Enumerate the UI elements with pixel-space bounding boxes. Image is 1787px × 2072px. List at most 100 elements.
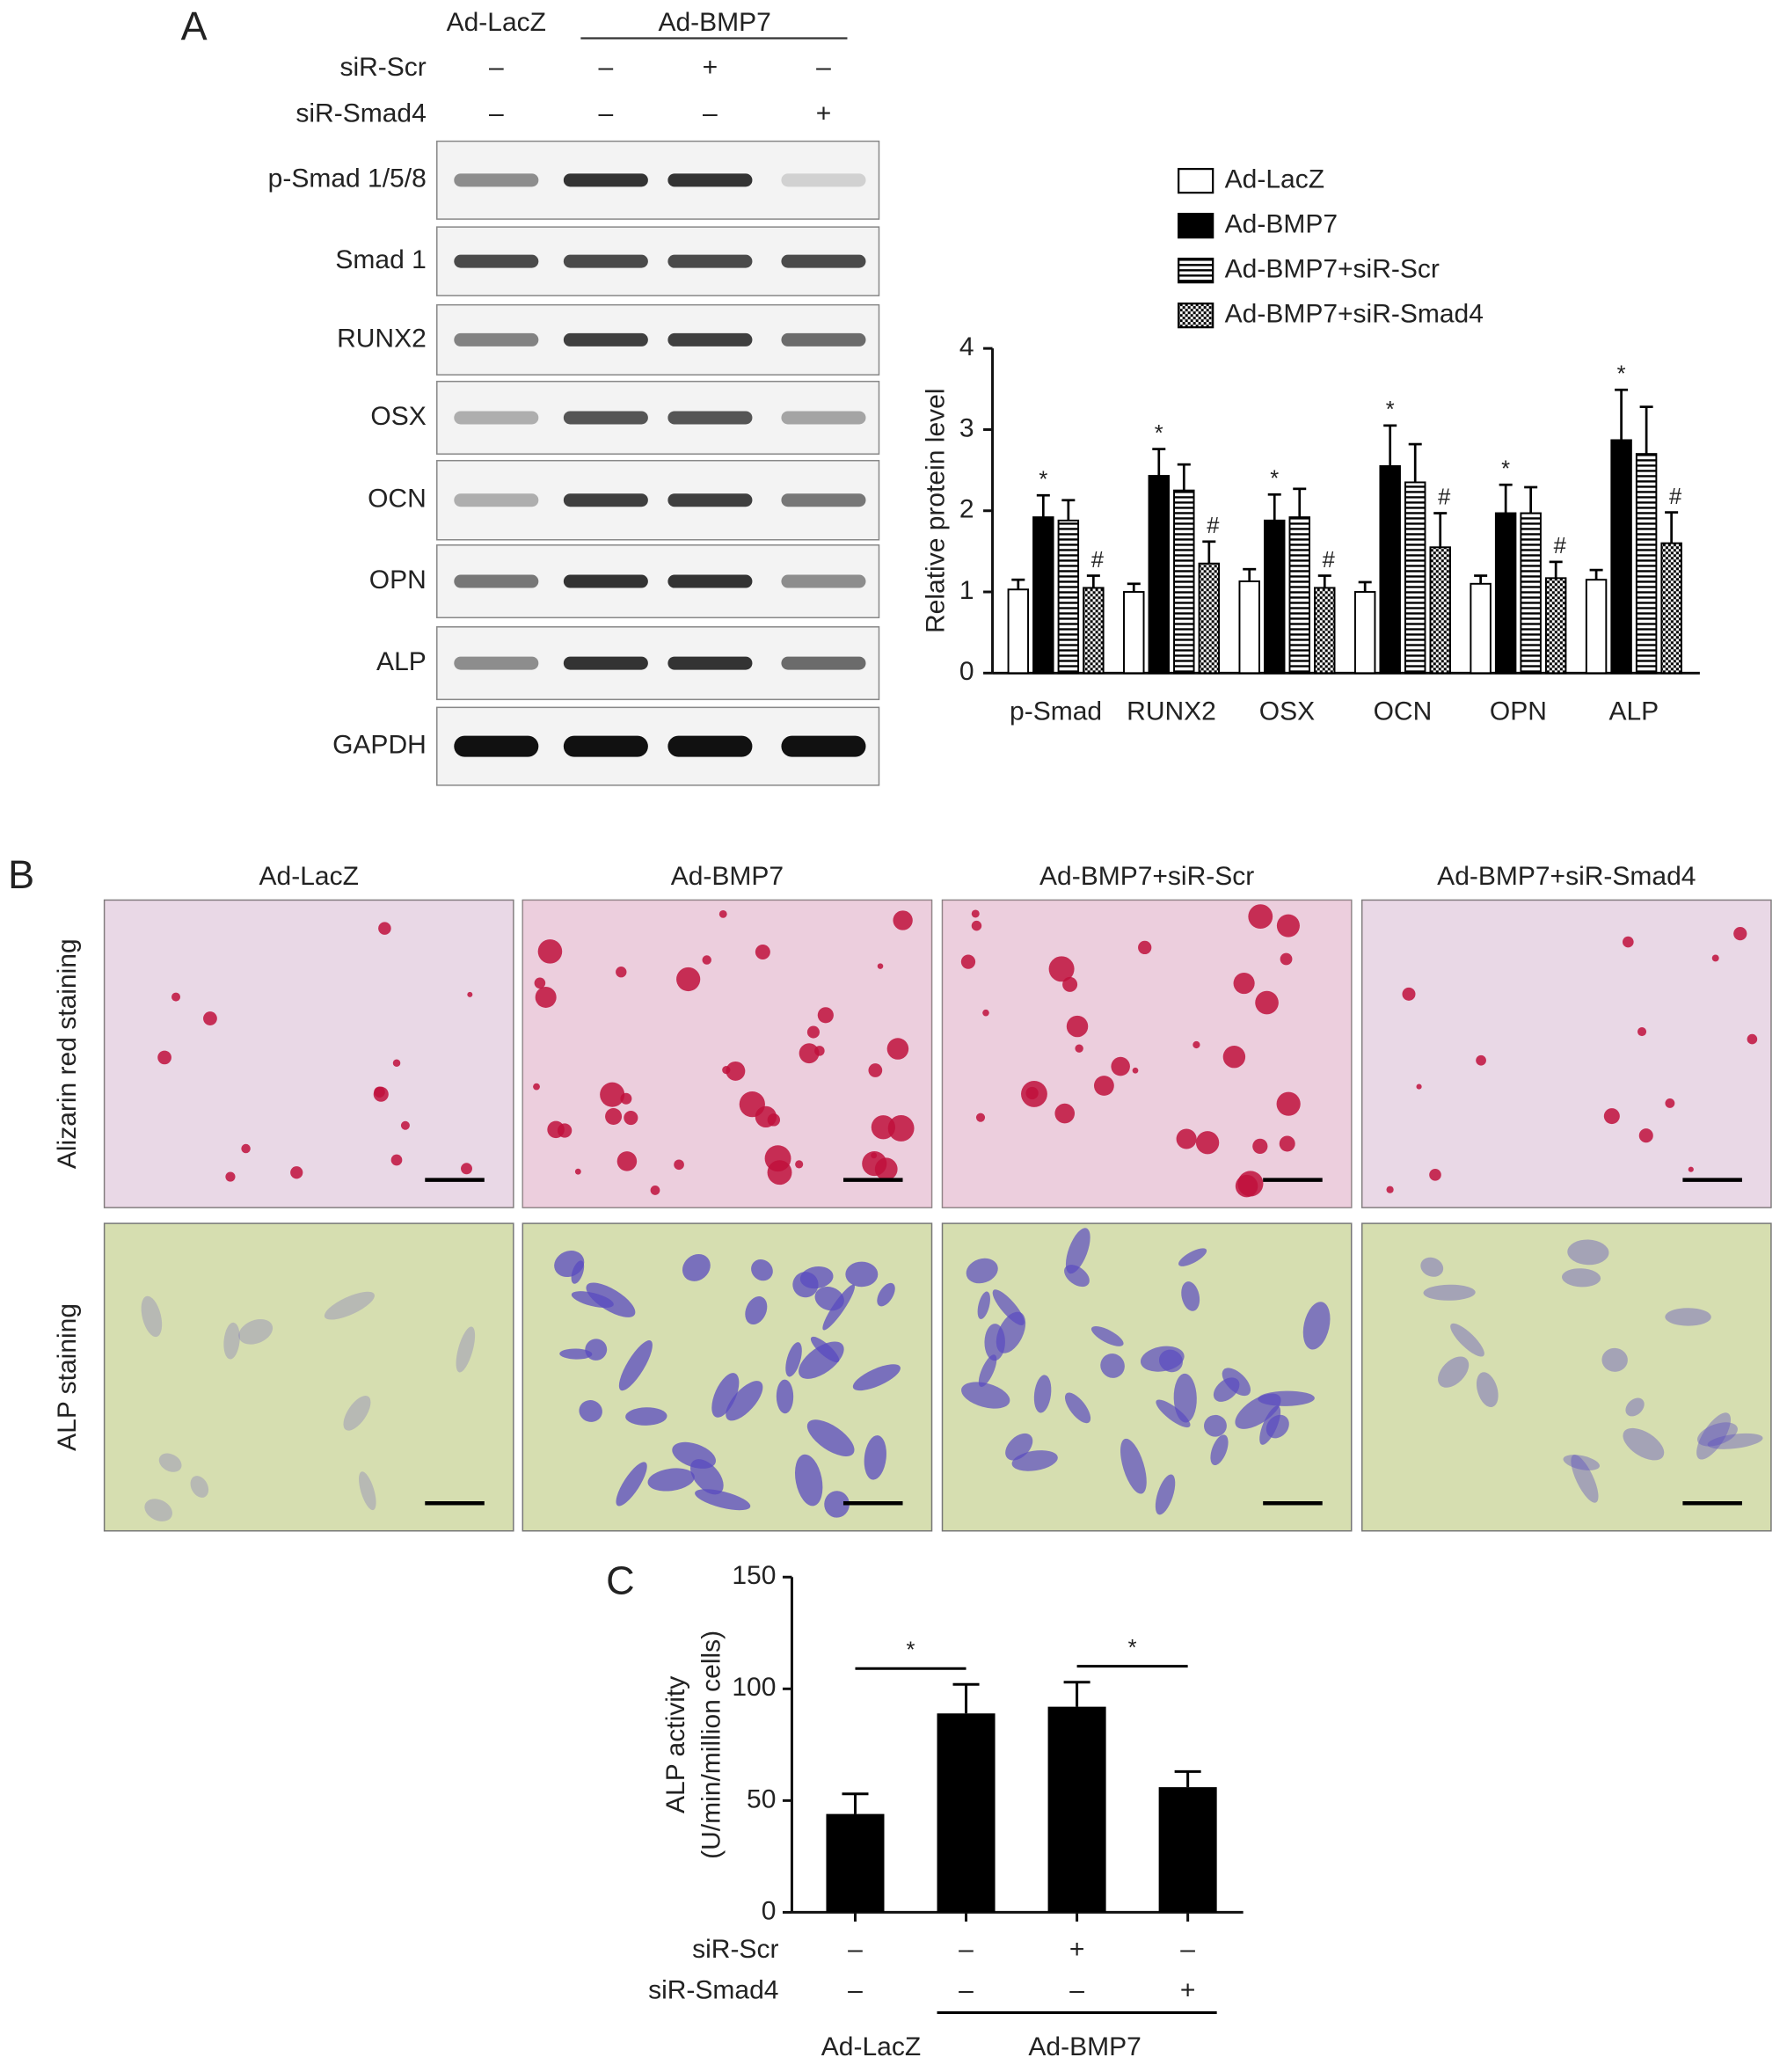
blot-band <box>454 493 539 507</box>
stain-cell <box>1623 1427 1665 1461</box>
stain-cell <box>554 1251 585 1278</box>
condition-sign: – <box>848 1935 863 1964</box>
legend-swatch <box>1178 303 1214 329</box>
stain-dot <box>1733 927 1747 941</box>
stain-dot <box>877 963 884 969</box>
bar <box>1429 546 1451 675</box>
error-bar <box>1061 499 1076 521</box>
blot-panel <box>436 140 880 220</box>
significance-mark: * <box>1270 467 1279 492</box>
stain-cell <box>751 1259 773 1281</box>
stain-image <box>1360 899 1772 1208</box>
stain-cell <box>223 1322 240 1360</box>
stain-dot <box>1603 1108 1620 1125</box>
stain-cell <box>711 1373 740 1418</box>
legend-swatch <box>1178 257 1214 284</box>
stain-cell <box>1005 1433 1033 1461</box>
blot-band <box>667 411 753 425</box>
error-bar <box>1174 1769 1201 1788</box>
y-tick-label: 1 <box>959 576 974 605</box>
significance-mark: * <box>1128 1636 1137 1660</box>
stain-dot <box>616 1151 638 1171</box>
bar <box>1238 580 1260 675</box>
stain-image <box>522 899 933 1208</box>
blot-band <box>454 332 539 347</box>
stain-dot <box>1255 990 1279 1015</box>
stain-dot <box>557 1123 573 1138</box>
bar <box>1585 579 1608 675</box>
band-label: OSX <box>370 402 426 431</box>
error-bar <box>1589 568 1603 580</box>
blot-panel <box>436 380 880 455</box>
condition-label: siR-Scr <box>692 1935 778 1964</box>
stain-cell <box>864 1435 886 1480</box>
stain-dot <box>600 1082 625 1107</box>
blot-band <box>563 574 648 588</box>
stain-cell <box>794 1454 823 1507</box>
blot-band <box>781 656 866 670</box>
bar <box>937 1713 996 1913</box>
stain-image <box>522 1222 933 1532</box>
blot-band <box>781 173 866 187</box>
stain-cell <box>141 1295 163 1338</box>
image-tint <box>1361 900 1771 1208</box>
x-tick-label: OSX <box>1259 697 1315 726</box>
stain-dot <box>533 1083 540 1091</box>
stain-cell <box>1181 1281 1200 1311</box>
significance-mark: # <box>1669 485 1682 509</box>
stain-cell <box>845 1261 879 1288</box>
stain-cell <box>1090 1325 1124 1346</box>
y-tick-label: 150 <box>732 1561 776 1590</box>
stain-cell <box>984 1324 1005 1361</box>
bar <box>1123 591 1145 675</box>
y-tick-label: 4 <box>959 332 974 361</box>
bar <box>1264 519 1286 675</box>
bar <box>1660 542 1682 675</box>
band-label: GAPDH <box>332 731 427 760</box>
error-bar <box>1549 560 1563 579</box>
condition-sign: – <box>489 53 504 82</box>
stain-dot <box>1638 1128 1653 1143</box>
legend-label: Ad-BMP7+siR-Smad4 <box>1225 300 1484 329</box>
stain-dot <box>764 1145 791 1172</box>
blot-band <box>563 656 648 670</box>
blot-band <box>781 574 866 588</box>
stain-cell <box>806 1419 855 1456</box>
stain-cell <box>1140 1346 1185 1372</box>
stain-cell <box>579 1400 602 1422</box>
error-bar <box>1086 574 1100 588</box>
stain-cell <box>1033 1375 1052 1413</box>
stain-cell <box>343 1396 371 1431</box>
stain-cell <box>1476 1372 1499 1408</box>
stain-cell <box>695 1489 751 1511</box>
y-axis-label: Relative protein level <box>921 389 950 633</box>
significance-mark: * <box>1617 361 1626 386</box>
stain-cell <box>992 1289 1025 1325</box>
stain-cell <box>1173 1373 1197 1423</box>
bar <box>1610 439 1632 675</box>
error-bar <box>1665 511 1679 544</box>
error-bar <box>1358 580 1372 593</box>
condition-sign: – <box>816 53 831 82</box>
stain-dot <box>799 1043 820 1064</box>
error-bar <box>952 1682 980 1714</box>
stain-dot <box>702 955 711 965</box>
stain-dot <box>1386 1186 1394 1193</box>
blot-band <box>454 173 539 187</box>
error-bar <box>1615 388 1629 441</box>
stain-dot <box>960 954 976 969</box>
error-bar <box>1152 448 1166 477</box>
stain-dot <box>378 922 391 935</box>
blot-band <box>563 735 648 757</box>
error-bar <box>1243 567 1257 582</box>
condition-label: siR-Smad4 <box>295 98 426 128</box>
significance-mark: # <box>1438 485 1451 510</box>
stain-dot <box>1075 1044 1083 1053</box>
band-label: ALP <box>376 647 427 676</box>
condition-sign: – <box>1069 1975 1084 2004</box>
stain-dot <box>718 909 727 918</box>
blot-band <box>454 254 539 268</box>
stain-dot <box>795 1160 804 1169</box>
stain-dot <box>1233 972 1255 995</box>
stain-dot <box>1062 976 1078 992</box>
